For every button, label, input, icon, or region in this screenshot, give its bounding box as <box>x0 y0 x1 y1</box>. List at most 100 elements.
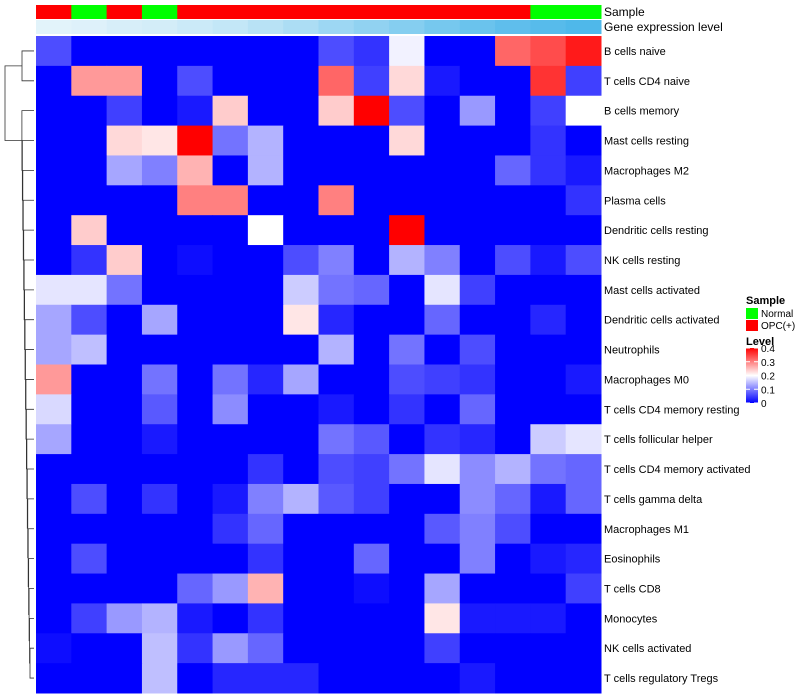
expression-level-cell <box>353 20 390 34</box>
legend-level-title: Level <box>746 336 774 348</box>
heatmap-cell <box>424 95 461 127</box>
heatmap-cell <box>530 215 567 246</box>
heatmap-cell <box>565 334 602 365</box>
expression-level-cell <box>318 20 355 34</box>
heatmap-cell <box>247 603 284 634</box>
heatmap-cell <box>565 513 602 545</box>
heatmap-cell <box>353 454 390 485</box>
heatmap-cell <box>424 663 461 694</box>
heatmap-cell <box>459 633 496 664</box>
heatmap-cell <box>106 155 143 186</box>
heatmap-cell <box>495 633 531 664</box>
heatmap-cell <box>424 394 461 425</box>
heatmap-cell <box>353 245 390 276</box>
expression-level-cell <box>36 20 72 34</box>
heatmap-cell <box>353 155 390 186</box>
heatmap-cell <box>71 663 108 694</box>
heatmap-cell <box>247 364 284 395</box>
heatmap-cell <box>283 245 319 276</box>
heatmap-cell <box>424 274 461 306</box>
heatmap-cell <box>71 454 108 485</box>
heatmap-cell <box>353 215 390 246</box>
heatmap-cell <box>71 394 108 425</box>
heatmap-cell <box>36 394 72 425</box>
heatmap-cell <box>212 633 249 664</box>
heatmap-cell <box>353 334 390 365</box>
heatmap-cell <box>212 65 249 97</box>
heatmap-cell <box>530 454 567 485</box>
heatmap-cell <box>212 543 249 575</box>
heatmap-cell <box>36 125 72 156</box>
row-label: T cells regulatory Tregs <box>604 673 719 685</box>
heatmap-cell <box>247 454 284 485</box>
heatmap-cell <box>247 36 284 67</box>
expression-level-annotation-bar <box>36 20 602 34</box>
expression-level-cell <box>106 20 143 34</box>
heatmap-cell <box>177 424 214 455</box>
heatmap-cell <box>71 483 108 515</box>
heatmap-cell <box>106 274 143 306</box>
heatmap-cell <box>283 543 319 575</box>
heatmap-cell <box>247 274 284 306</box>
legend-level-tick-label: 0.2 <box>761 372 775 383</box>
legend-sample-swatch <box>746 308 758 319</box>
sample-cell <box>530 5 567 19</box>
heatmap-cell <box>283 603 319 634</box>
heatmap-cell <box>36 185 72 216</box>
dendrogram-branch <box>27 528 34 588</box>
heatmap-cell <box>389 603 425 634</box>
heatmap-cell <box>565 483 602 515</box>
heatmap-cell <box>212 245 249 276</box>
heatmap-cell <box>283 65 319 97</box>
legend-sample-label: OPC(+) <box>761 321 795 332</box>
heatmap-cell <box>141 274 178 306</box>
heatmap-cell <box>565 364 602 395</box>
heatmap-cell <box>36 603 72 634</box>
heatmap-cell <box>353 394 390 425</box>
heatmap-cell <box>177 95 214 127</box>
heatmap-cell <box>106 424 143 455</box>
heatmap-cell <box>212 185 249 216</box>
heatmap-cell <box>389 394 425 425</box>
heatmap-cell <box>247 215 284 246</box>
heatmap-cell <box>283 215 319 246</box>
heatmap-cell <box>565 125 602 156</box>
heatmap-cell <box>247 155 284 186</box>
heatmap-cell <box>389 95 425 127</box>
heatmap-cell <box>177 603 214 634</box>
heatmap-cell <box>212 394 249 425</box>
row-label: T cells CD4 memory activated <box>604 464 751 476</box>
heatmap-cell <box>565 245 602 276</box>
heatmap-cell <box>177 454 214 485</box>
heatmap-cell <box>71 513 108 545</box>
heatmap-cell <box>212 125 249 156</box>
heatmap-cell <box>36 65 72 97</box>
sample-cell <box>283 5 319 19</box>
heatmap-cell <box>247 185 284 216</box>
heatmap-cell <box>389 245 425 276</box>
heatmap-cell <box>36 334 72 365</box>
row-label: NK cells activated <box>604 643 691 655</box>
heatmap-cell <box>495 513 531 545</box>
heatmap-cell <box>565 573 602 604</box>
heatmap-cell <box>36 543 72 575</box>
heatmap-cell <box>283 95 319 127</box>
heatmap-cell <box>459 573 496 604</box>
legend-level-tick-label: 0 <box>761 399 767 410</box>
heatmap-cell <box>177 215 214 246</box>
heatmap-cell <box>318 633 355 664</box>
heatmap-cell <box>459 334 496 365</box>
heatmap-cell <box>247 663 284 694</box>
heatmap-cell <box>141 454 178 485</box>
heatmap-cell <box>177 155 214 186</box>
row-labels: B cells naive T cells CD4 naive B cells me… <box>604 46 751 685</box>
heatmap-cell <box>71 424 108 455</box>
heatmap-cell <box>353 65 390 97</box>
heatmap-cell <box>141 215 178 246</box>
heatmap-cell <box>389 274 425 306</box>
heatmap-cell <box>389 663 425 694</box>
heatmap-cell <box>459 215 496 246</box>
heatmap-cell <box>36 663 72 694</box>
expression-level-cell <box>177 20 214 34</box>
